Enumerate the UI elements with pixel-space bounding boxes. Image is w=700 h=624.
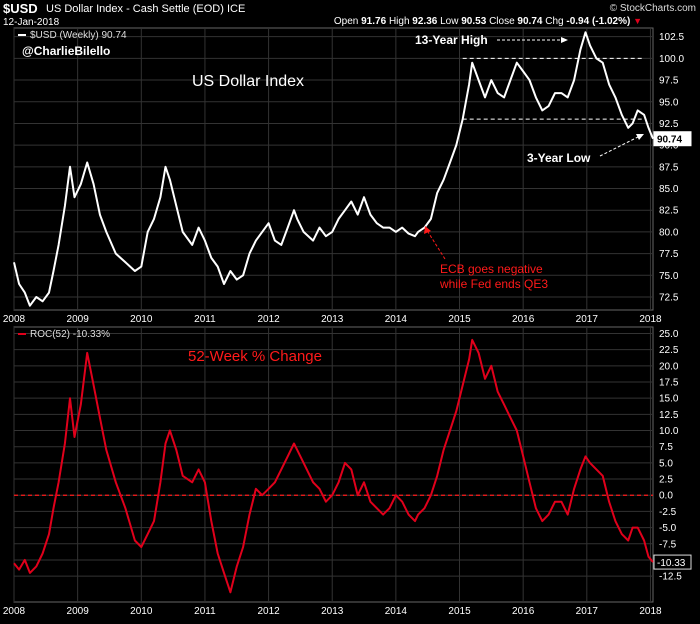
price-x-tick-label: 2010 (130, 314, 153, 325)
down-arrow-icon: ▼ (633, 16, 642, 26)
ohlc-quote: Open 91.76 High 92.36 Low 90.53 Close 90… (334, 16, 642, 27)
roc-x-tick-label: 2011 (194, 606, 216, 617)
ecb-annotation-line2: while Fed ends QE3 (439, 277, 548, 291)
roc-y-tick-label: 25.0 (659, 329, 679, 340)
price-y-tick-label: 92.5 (659, 119, 679, 130)
roc-last-value-label: -10.33 (657, 558, 686, 569)
roc-y-tick-label: -7.5 (659, 539, 677, 550)
price-y-tick-label: 100.0 (659, 54, 684, 65)
roc-chart-title: 52-Week % Change (188, 348, 322, 365)
price-x-tick-label: 2015 (448, 314, 471, 325)
open-value: 91.76 (361, 16, 387, 27)
price-last-value-label: 90.74 (657, 135, 682, 146)
price-series-line (13, 31, 654, 307)
price-x-tick-label: 2009 (67, 314, 90, 325)
price-panel-frame (13, 27, 654, 311)
symbol-label: $USD (3, 1, 38, 16)
roc-y-tick-label: 17.5 (659, 378, 679, 389)
roc-y-tick-label: 0.0 (659, 491, 673, 502)
roc-series-line (13, 338, 654, 594)
price-legend-swatch (18, 34, 26, 36)
close-label: Close (489, 16, 515, 27)
roc-y-tick-label: 2.5 (659, 475, 673, 486)
low-label: Low (440, 16, 459, 27)
price-y-tick-label: 77.5 (659, 249, 679, 260)
price-y-tick-label: 72.5 (659, 292, 679, 303)
close-value: 90.74 (517, 16, 543, 27)
low-arrowhead (636, 134, 644, 140)
price-legend-label: $USD (Weekly) 90.74 (30, 30, 127, 41)
roc-y-tick-label: 5.0 (659, 458, 673, 469)
price-x-tick-label: 2016 (512, 314, 535, 325)
roc-x-tick-label: 2009 (67, 606, 90, 617)
roc-x-tick-label: 2014 (385, 606, 408, 617)
roc-last-value-tag (653, 554, 692, 570)
roc-x-tick-label: 2008 (3, 606, 26, 617)
high-arrowhead (561, 37, 568, 43)
ecb-arrowhead (424, 226, 431, 234)
roc-x-tick-label: 2017 (576, 606, 599, 617)
ecb-arrow-line (427, 231, 446, 260)
author-watermark: @CharlieBilello (22, 44, 110, 58)
stockcharts-logo[interactable]: © StockCharts.com (609, 3, 696, 14)
price-x-tick-label: 2013 (321, 314, 344, 325)
price-last-value-tag (653, 131, 692, 147)
roc-y-tick-label: 22.5 (659, 345, 679, 356)
open-label: Open (333, 16, 359, 27)
roc-y-tick-label: -2.5 (659, 507, 677, 518)
price-x-tick-label: 2018 (639, 314, 662, 325)
high-annotation-label: 13-Year High (415, 33, 488, 47)
roc-x-tick-label: 2016 (512, 606, 535, 617)
roc-y-tick-label: 7.5 (659, 442, 673, 453)
price-x-tick-label: 2014 (385, 314, 408, 325)
roc-legend-label: ROC(52) -10.33% (30, 329, 110, 340)
roc-x-tick-label: 2012 (257, 606, 280, 617)
price-x-tick-label: 2011 (194, 314, 216, 325)
roc-x-tick-label: 2018 (639, 606, 662, 617)
roc-y-tick-label: 20.0 (659, 361, 679, 372)
low-arrow-line (599, 136, 639, 157)
roc-legend-swatch (18, 333, 26, 335)
change-value: -0.94 (-1.02%) (566, 16, 631, 27)
roc-y-tick-label: 12.5 (659, 410, 679, 421)
price-y-tick-label: 85.0 (659, 184, 679, 195)
price-y-tick-label: 75.0 (659, 271, 679, 282)
price-y-tick-label: 80.0 (659, 227, 679, 238)
roc-y-tick-label: 10.0 (659, 426, 679, 437)
ecb-annotation-line1: ECB goes negative (440, 262, 543, 276)
price-y-tick-label: 102.5 (659, 32, 684, 43)
high-label: High (388, 16, 410, 27)
roc-x-tick-label: 2015 (448, 606, 471, 617)
roc-x-tick-label: 2010 (130, 606, 153, 617)
low-annotation-label: 3-Year Low (527, 151, 591, 165)
price-x-tick-label: 2008 (3, 314, 26, 325)
roc-y-tick-label: 15.0 (659, 394, 679, 405)
chart-date: 12-Jan-2018 (3, 17, 60, 28)
change-label: Chg (545, 16, 564, 27)
roc-y-tick-label: -5.0 (659, 523, 677, 534)
symbol-description: US Dollar Index - Cash Settle (EOD) ICE (46, 3, 246, 15)
price-y-tick-label: 87.5 (659, 162, 679, 173)
price-y-tick-label: 82.5 (659, 206, 679, 217)
high-value: 92.36 (412, 16, 438, 27)
price-x-tick-label: 2017 (576, 314, 599, 325)
roc-x-tick-label: 2013 (321, 606, 344, 617)
price-y-tick-label: 95.0 (659, 97, 679, 108)
low-value: 90.53 (461, 16, 487, 27)
roc-y-tick-label: -12.5 (659, 572, 682, 583)
price-x-tick-label: 2012 (257, 314, 280, 325)
price-chart-title: US Dollar Index (192, 73, 304, 90)
price-y-tick-label: 97.5 (659, 76, 679, 87)
